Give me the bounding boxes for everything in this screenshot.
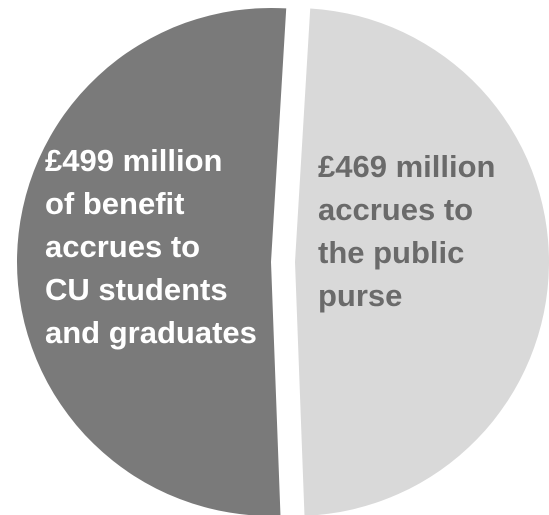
pie-slice-students-graduates [17,7,287,515]
slice-label-students-graduates: £499 million of benefit accrues to CU st… [45,143,257,350]
pie-slice-public-purse [294,8,549,515]
slice-label-public-purse: £469 million accrues to the public purse [318,149,496,313]
